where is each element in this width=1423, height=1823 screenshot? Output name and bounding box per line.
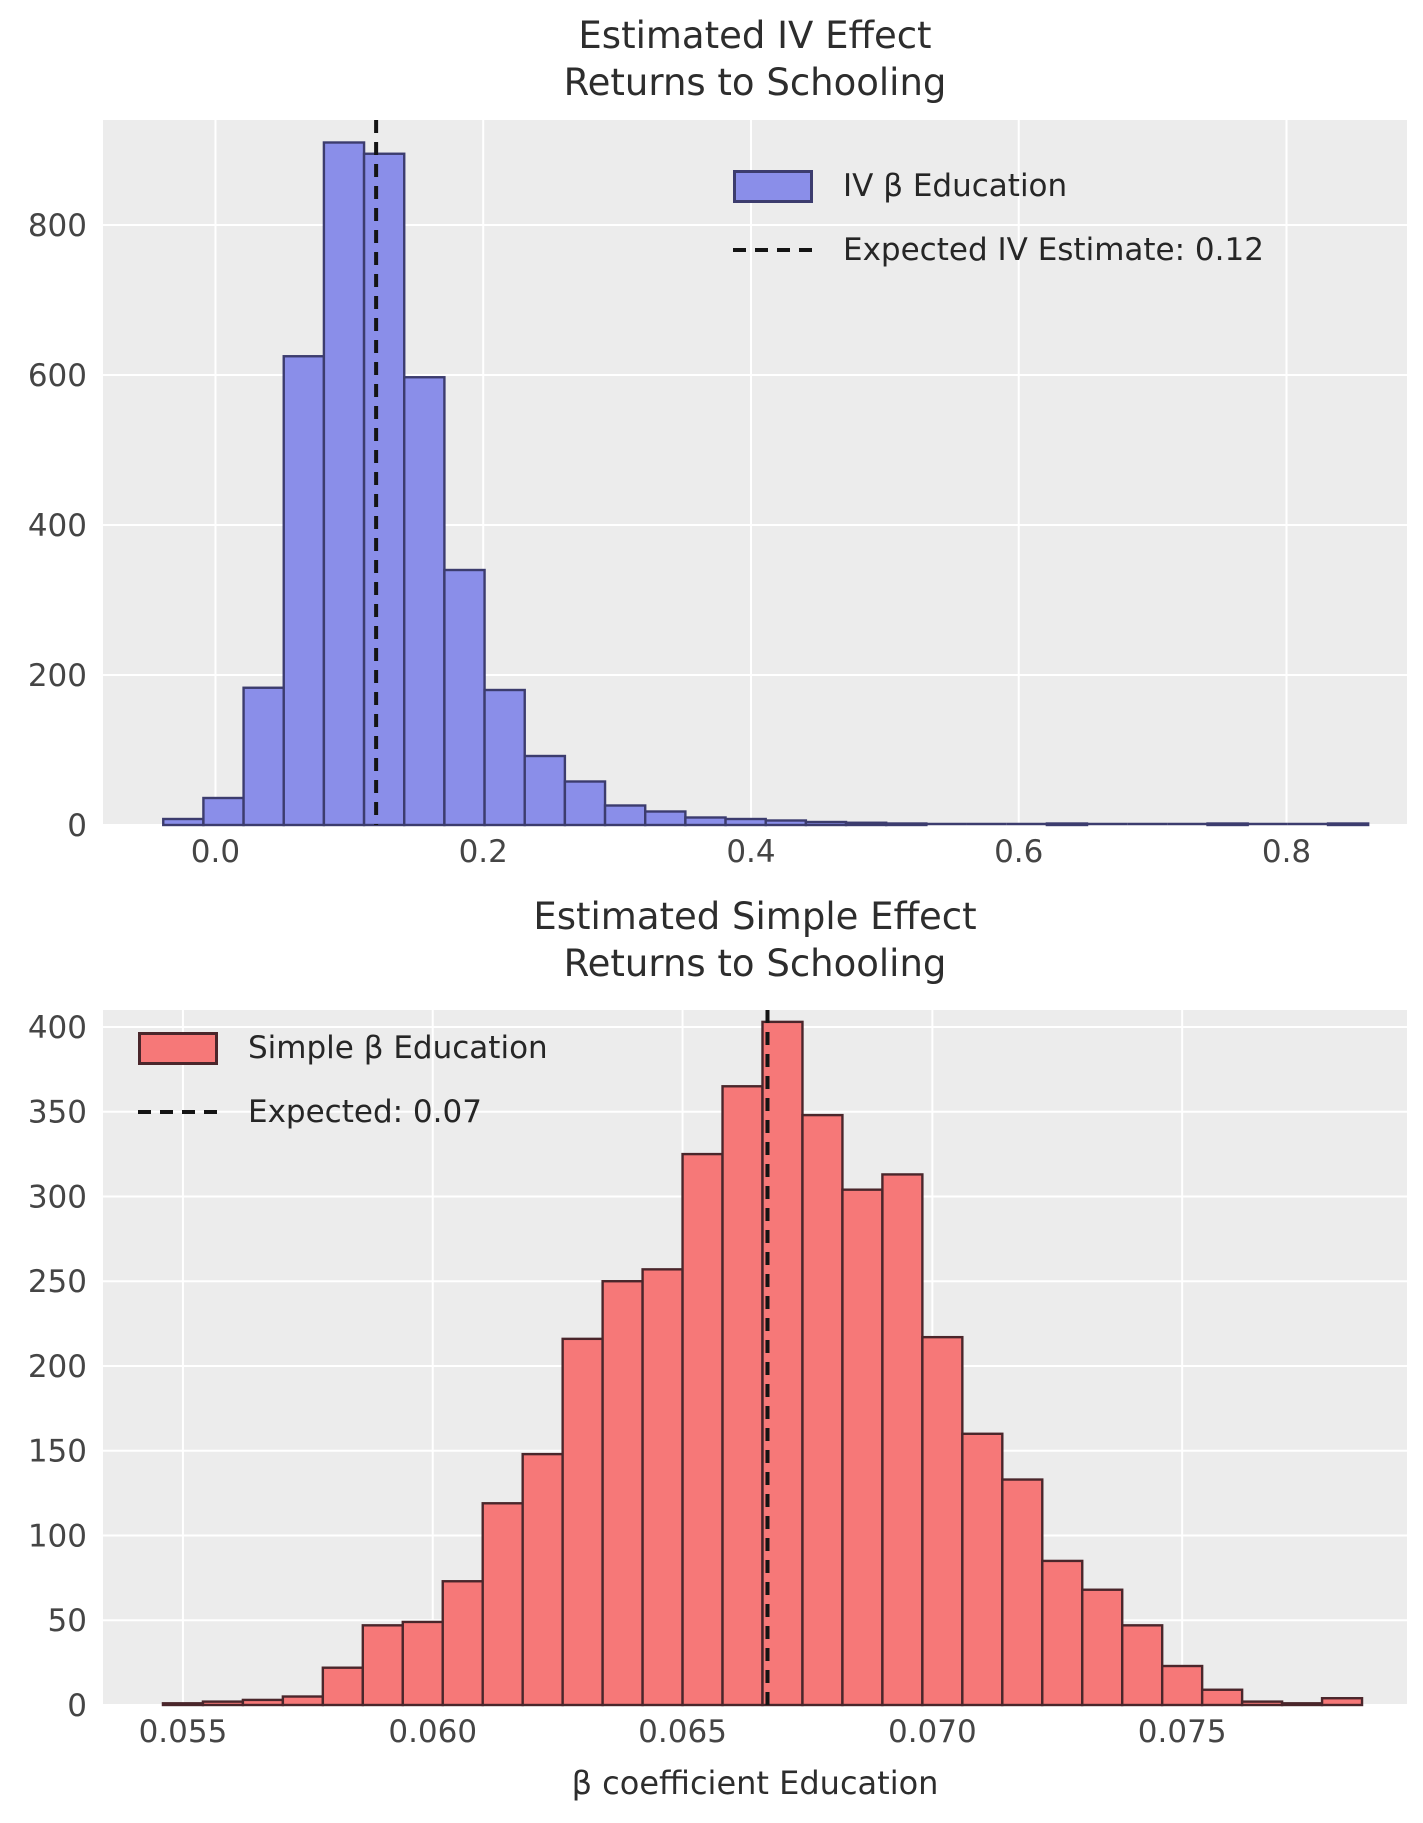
histogram-bar [1200, 1688, 1244, 1707]
histogram-bar [1045, 822, 1089, 827]
histogram-bar [801, 1113, 844, 1707]
histogram-bar [681, 1152, 724, 1707]
y-tick-label: 50 [48, 1603, 87, 1639]
chart2-title: Estimated Simple Effect Returns to Schoo… [533, 895, 977, 985]
histogram-bar [885, 822, 928, 827]
x-tick-label: 0.6 [994, 834, 1043, 870]
histogram-bar [202, 796, 245, 827]
y-tick-label: 400 [28, 508, 87, 544]
histogram-bar [724, 817, 767, 827]
histogram-bar [201, 1700, 245, 1707]
histogram-bar [523, 754, 567, 827]
y-tick-label: 300 [28, 1179, 87, 1215]
histogram-bar [764, 819, 808, 827]
histogram-bar [644, 810, 687, 827]
histogram-bar [1240, 1700, 1284, 1707]
histogram-bar [322, 141, 366, 827]
y-tick-label: 0 [67, 1688, 87, 1724]
y-tick-label: 150 [28, 1434, 87, 1470]
legend-dashed-line-swatch [733, 248, 813, 252]
y-tick-label: 600 [28, 358, 87, 394]
y-tick-label: 400 [28, 1010, 87, 1046]
histogram-bar [1206, 822, 1249, 827]
legend-entry-expected-iv: Expected IV Estimate: 0.12 [733, 232, 1264, 268]
legend-label: Simple β Education [248, 1030, 548, 1066]
histogram-bar [161, 1702, 205, 1707]
histogram-bar [961, 1432, 1004, 1707]
y-tick-label: 250 [28, 1264, 87, 1300]
histogram-bar [721, 1085, 764, 1707]
x-tick-label: 0.2 [459, 834, 508, 870]
histogram-bar [361, 1624, 404, 1707]
x-tick-label: 0.060 [388, 1714, 477, 1750]
histogram-bar [241, 1698, 285, 1707]
histogram-bar [841, 1188, 884, 1707]
y-tick-label: 350 [28, 1095, 87, 1131]
histogram-bar [844, 821, 888, 827]
x-axis-label: β coefficient Education [571, 1764, 939, 1802]
histogram-bar [441, 1580, 484, 1707]
x-tick-label: 0.075 [1138, 1714, 1227, 1750]
x-tick-label: 0.055 [139, 1714, 228, 1750]
histogram-bar [162, 817, 205, 827]
histogram-bar [281, 1695, 325, 1707]
histogram-bar [1041, 1559, 1084, 1707]
histogram-bar [563, 780, 607, 827]
legend-patch-swatch [733, 169, 813, 203]
y-tick-label: 0 [67, 808, 87, 844]
legend-label: Expected IV Estimate: 0.12 [843, 232, 1264, 268]
histogram-bar [1001, 1478, 1044, 1707]
legend-patch-swatch [138, 1031, 218, 1065]
histogram-bar [321, 1666, 365, 1707]
y-tick-label: 200 [28, 658, 87, 694]
histogram-bar [443, 568, 486, 827]
histogram-bar [804, 820, 848, 827]
chart1-legend: IV β Education Expected IV Estimate: 0.1… [733, 168, 1264, 268]
legend-entry-iv-beta: IV β Education [733, 168, 1264, 204]
histogram-bar [1121, 1624, 1164, 1707]
histogram-bar [1160, 1664, 1204, 1707]
y-tick-label: 200 [28, 1349, 87, 1385]
histogram-bar [1081, 1588, 1124, 1707]
histogram-bar [1326, 822, 1370, 827]
histogram-bar [601, 1280, 644, 1707]
histogram-bar [603, 804, 647, 827]
x-tick-label: 0.8 [1262, 834, 1311, 870]
histogram-bar [401, 1620, 444, 1707]
histogram-bar [881, 1173, 924, 1707]
histogram-bar [921, 1335, 964, 1707]
x-tick-label: 0.070 [888, 1714, 977, 1750]
legend-label: IV β Education [843, 168, 1068, 204]
histogram-bar [641, 1268, 684, 1707]
legend-entry-simple-beta: Simple β Education [138, 1030, 548, 1066]
histogram-bar [282, 355, 326, 827]
histogram-bar [684, 816, 727, 827]
y-tick-label: 800 [28, 208, 87, 244]
histogram-bar [1280, 1702, 1324, 1707]
x-tick-label: 0.4 [726, 834, 775, 870]
histogram-bar [481, 1502, 524, 1707]
x-tick-label: 0.065 [638, 1714, 727, 1750]
legend-entry-expected-simple: Expected: 0.07 [138, 1094, 548, 1130]
x-tick-label: 0.0 [191, 834, 240, 870]
histogram-bar [242, 686, 285, 827]
histogram-bar [521, 1452, 564, 1707]
chart2-legend: Simple β Education Expected: 0.07 [138, 1030, 548, 1130]
chart1-title: Estimated IV Effect Returns to Schooling [563, 14, 947, 104]
histogram-bar [483, 688, 526, 827]
histogram-bar [403, 376, 446, 827]
histogram-bar [362, 152, 406, 827]
y-tick-label: 100 [28, 1518, 87, 1554]
legend-dashed-line-swatch [138, 1110, 218, 1114]
legend-label: Expected: 0.07 [248, 1094, 482, 1130]
histogram-bar [561, 1337, 604, 1707]
histogram-bar [1320, 1697, 1364, 1707]
